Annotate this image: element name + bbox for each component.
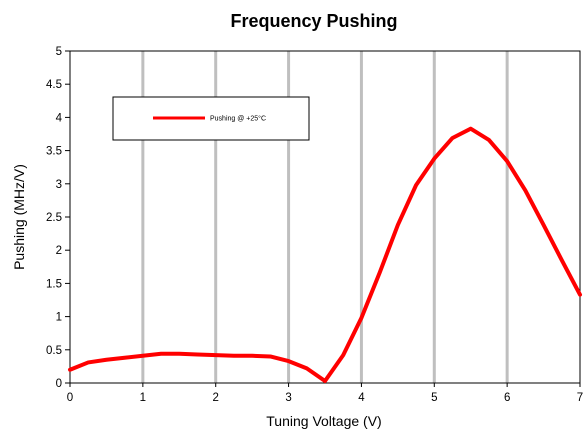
legend: Pushing @ +25°C <box>112 96 310 141</box>
y-tick-label: 0.5 <box>46 345 62 357</box>
y-tick-label: 1.5 <box>46 278 62 290</box>
y-tick-label: 4 <box>56 112 63 124</box>
legend-box <box>112 96 310 141</box>
y-tick-label: 1 <box>56 312 62 324</box>
series-line-pushing-25c <box>68 126 582 384</box>
y-tick-label: 3.5 <box>46 146 62 158</box>
legend-entry-label: Pushing @ +25°C <box>210 115 266 123</box>
y-tick-label: 5 <box>56 46 62 58</box>
chart-title: Frequency Pushing <box>230 11 397 31</box>
y-axis-label: Pushing (MHz/V) <box>11 164 27 270</box>
x-tick-label: 7 <box>577 392 583 404</box>
x-tick-label: 6 <box>504 392 510 404</box>
x-tick-label: 4 <box>358 392 365 404</box>
x-tick-label: 5 <box>431 392 437 404</box>
x-tick-label: 3 <box>285 392 291 404</box>
series-layer <box>68 126 582 384</box>
y-tick-label: 2 <box>56 245 62 257</box>
y-tick-label: 0 <box>56 378 62 390</box>
y-tick-label: 2.5 <box>46 212 62 224</box>
x-tick-label: 2 <box>213 392 219 404</box>
y-tick-label: 3 <box>56 179 62 191</box>
y-tick-label: 4.5 <box>46 79 62 91</box>
x-axis-label: Tuning Voltage (V) <box>266 413 381 429</box>
x-tick-label: 1 <box>140 392 146 404</box>
x-tick-label: 0 <box>67 392 73 404</box>
axis-ticks: 0 1 2 3 4 5 6 7 0 0.5 1 1.5 2 2.5 3 3.5 4 4.5 5 <box>46 46 583 404</box>
